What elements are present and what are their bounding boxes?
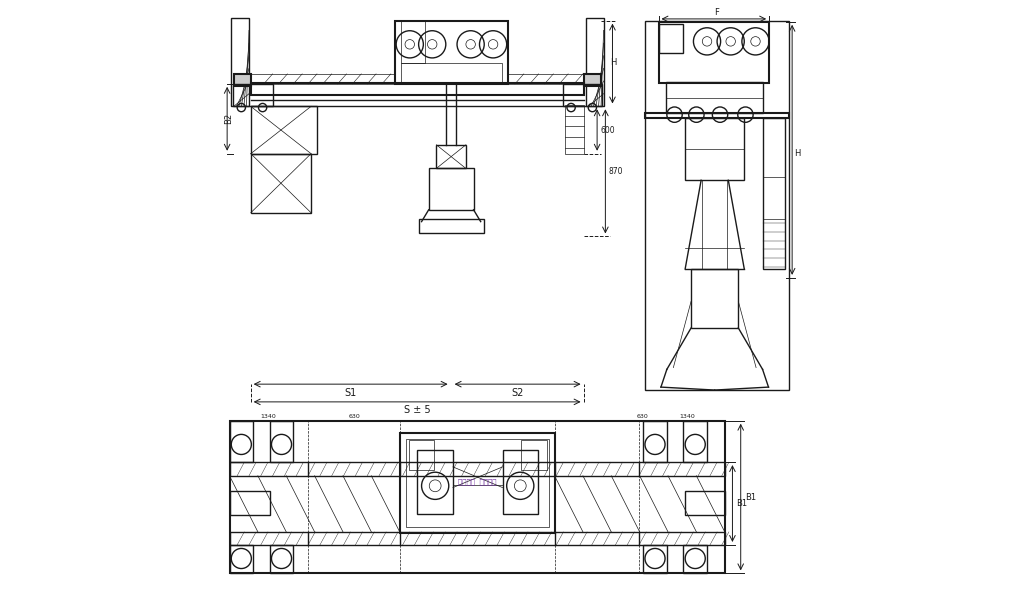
Text: B2: B2 [224, 113, 232, 124]
Polygon shape [584, 74, 601, 86]
Text: F: F [714, 8, 719, 17]
Text: 起升机构  起升机构: 起升机构 起升机构 [459, 478, 497, 485]
Text: S2: S2 [512, 388, 524, 398]
Text: S ± 5: S ± 5 [404, 405, 431, 415]
Text: 600: 600 [600, 125, 614, 135]
Text: B1: B1 [744, 492, 756, 502]
Text: S1: S1 [344, 388, 356, 398]
Text: 1340: 1340 [679, 414, 695, 419]
Text: 1340: 1340 [261, 414, 276, 419]
Text: B1: B1 [736, 499, 748, 508]
Polygon shape [234, 74, 251, 86]
Text: 630: 630 [636, 414, 648, 419]
Text: 630: 630 [348, 414, 360, 419]
Text: H: H [610, 57, 616, 67]
Text: 870: 870 [608, 167, 623, 176]
Text: H: H [794, 149, 801, 158]
